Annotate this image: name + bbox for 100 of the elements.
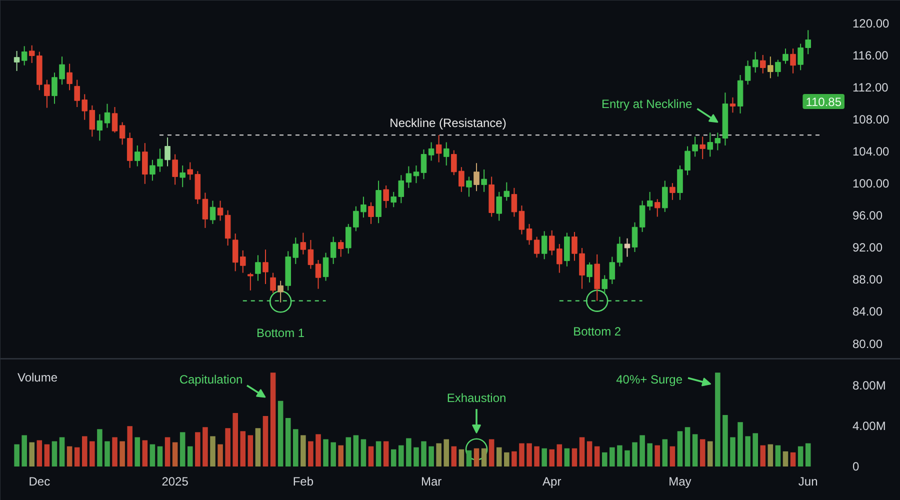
bar [624, 450, 630, 466]
text: Volume [18, 370, 58, 384]
bar [572, 448, 578, 466]
annotation: Bottom 1 [256, 326, 305, 340]
bar [458, 449, 464, 466]
bar [602, 452, 608, 466]
bar [481, 448, 487, 466]
candlestick [248, 272, 254, 291]
y-tick-label: 112.00 [852, 80, 889, 94]
bar [768, 444, 774, 466]
bar [406, 438, 412, 466]
candlestick [134, 144, 140, 167]
candlestick [466, 176, 472, 198]
bar [708, 441, 713, 466]
bar [421, 441, 426, 466]
candlestick [96, 114, 103, 142]
bar [82, 436, 88, 466]
bar [474, 448, 480, 466]
annotation: 40%+ Surge [616, 372, 683, 386]
bar [255, 428, 261, 466]
bar [738, 422, 743, 466]
bar [44, 444, 50, 466]
bar [722, 415, 728, 466]
bar [308, 441, 314, 466]
candlestick [21, 46, 28, 66]
bar [398, 445, 404, 466]
y-tick-label: 92.00 [852, 240, 883, 255]
ref-line-label: Neckline (Resistance) [390, 116, 506, 130]
candlestick [730, 96, 736, 114]
candlestick [760, 54, 766, 74]
bar [97, 429, 102, 466]
candlestick [624, 238, 630, 258]
bar [632, 442, 638, 466]
bar [240, 431, 246, 466]
bar [248, 435, 254, 466]
bar [338, 445, 344, 466]
candlestick [436, 134, 442, 163]
bar [383, 441, 389, 466]
candlestick [368, 202, 374, 224]
candlestick [383, 185, 389, 208]
bar [74, 447, 80, 466]
y-tick-label: 100.00 [852, 176, 890, 191]
bar [579, 437, 585, 466]
candlestick [66, 63, 72, 91]
bar [120, 441, 125, 466]
y-tick-label: 116.00 [852, 48, 889, 62]
bar [59, 437, 65, 466]
candlestick [443, 142, 450, 166]
candlestick [782, 48, 788, 64]
bar [670, 446, 676, 466]
y-tick-label: 84.00 [852, 304, 883, 319]
annotation: Bottom 2 [573, 324, 622, 338]
bar [104, 441, 110, 466]
candlestick [224, 210, 231, 246]
candlestick [270, 272, 276, 294]
bar [225, 428, 230, 466]
bar [436, 443, 442, 466]
bar [14, 444, 20, 466]
bar [323, 439, 328, 466]
y-tick-label: 108.00 [852, 112, 890, 127]
bar [353, 435, 359, 466]
bar [300, 435, 306, 466]
bar [164, 437, 170, 466]
y-tick-label: 104.00 [852, 144, 890, 159]
bar [444, 439, 450, 466]
bar [556, 444, 562, 466]
candlestick [112, 106, 118, 134]
bar [210, 436, 216, 466]
candlestick [586, 262, 592, 283]
candlestick [44, 79, 50, 108]
candlestick [670, 182, 676, 200]
bar [504, 452, 510, 466]
candlestick [164, 136, 170, 167]
bar [66, 446, 72, 466]
candlestick [262, 249, 268, 285]
x-tick-label: Apr [542, 474, 562, 488]
bar [466, 450, 472, 466]
y-tick-label: 8.00M [852, 378, 886, 393]
candlestick [278, 280, 284, 303]
bar [22, 435, 27, 466]
bar [112, 437, 118, 466]
bar [715, 372, 720, 466]
candlestick [662, 180, 668, 212]
bar [610, 447, 615, 466]
bar [134, 437, 140, 466]
annotation: Capitulation [179, 372, 243, 386]
bar [172, 442, 178, 466]
candlestick [692, 136, 698, 158]
bar [330, 442, 336, 466]
bar [647, 443, 652, 466]
bar [232, 412, 238, 466]
y-tick-label: 80.00 [852, 336, 883, 351]
bar [262, 416, 268, 466]
bar [150, 444, 156, 466]
bar [586, 441, 592, 466]
candlestick [526, 223, 532, 246]
bar [805, 443, 811, 466]
bar [677, 431, 683, 466]
candlestick [518, 205, 525, 235]
bar [782, 451, 788, 466]
